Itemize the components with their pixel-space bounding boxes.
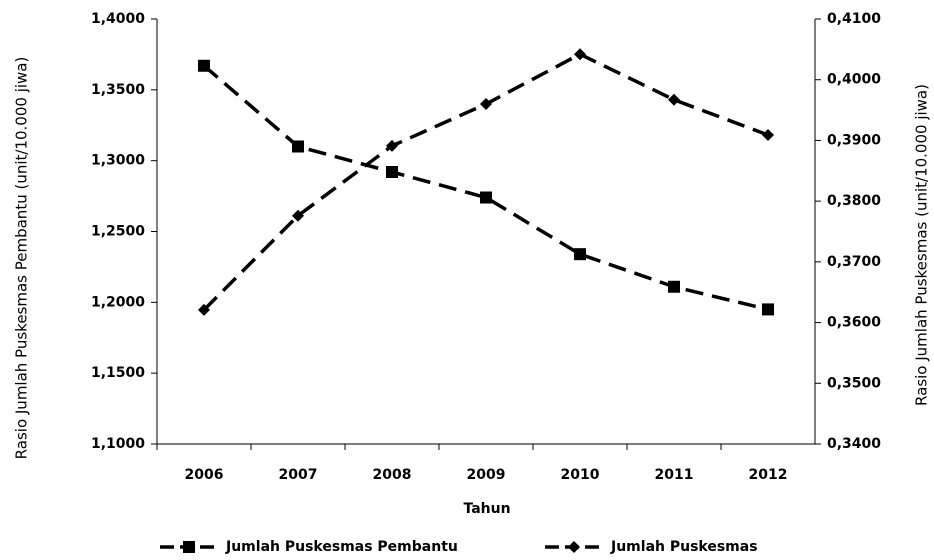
series-line (202, 52, 769, 312)
y2-tick-label: 0,3400 (827, 436, 881, 452)
legend-marker (183, 541, 195, 553)
data-point (762, 128, 774, 141)
x-tick-label: 2011 (655, 467, 694, 483)
data-point (198, 303, 210, 316)
data-point (668, 93, 680, 106)
y-axis-title: Rasio Jumlah Puskesmas Pembantu (unit/10… (13, 57, 31, 460)
x-tick-label: 2008 (373, 467, 412, 483)
data-point (386, 139, 398, 152)
y-tick-label: 1,2000 (91, 294, 145, 310)
data-point (386, 166, 398, 178)
y2-tick-label: 0,4100 (827, 11, 881, 27)
data-point (762, 303, 774, 316)
y2-tick-label: 0,3700 (827, 254, 881, 270)
data-point (480, 191, 492, 204)
y-tick-label: 1,1500 (91, 365, 145, 381)
y2-tick-label: 0,4000 (827, 72, 881, 88)
y-tick-label: 1,2500 (91, 224, 145, 240)
y2-tick-label: 0,3600 (827, 315, 881, 331)
legend-marker (568, 541, 580, 553)
x-tick-label: 2009 (467, 467, 506, 483)
data-point (292, 209, 304, 222)
data-point (574, 48, 586, 61)
y2-tick-label: 0,3800 (827, 193, 881, 209)
y-tick-label: 1,3000 (91, 153, 145, 169)
y2-tick-label: 0,3500 (827, 375, 881, 391)
x-tick-label: 2010 (561, 467, 600, 483)
y2-axis-title: Rasio Jumlah Puskesmas (unit/10.000 jiwa… (913, 84, 931, 406)
x-tick-label: 2007 (279, 467, 318, 483)
data-point (668, 280, 680, 293)
legend-label: Jumlah Puskesmas (610, 539, 758, 555)
y-tick-label: 1,1000 (91, 436, 145, 452)
data-point (480, 98, 492, 110)
data-point (198, 59, 210, 72)
data-point (292, 140, 304, 153)
y-tick-label: 1,4000 (91, 11, 145, 27)
x-tick-label: 2006 (185, 467, 224, 483)
x-axis-title: Tahun (463, 501, 510, 517)
y-tick-label: 1,3500 (91, 82, 145, 98)
y2-tick-label: 0,3900 (827, 132, 881, 148)
x-tick-label: 2012 (749, 467, 788, 483)
legend-label: Jumlah Puskesmas Pembantu (225, 539, 458, 555)
data-point (574, 248, 586, 261)
